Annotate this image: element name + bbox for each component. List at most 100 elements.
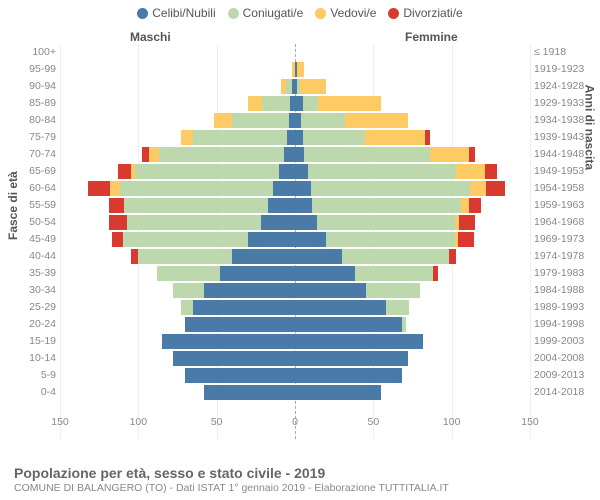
legend-label: Celibi/Nubili — [152, 6, 215, 20]
bar-segment-c — [127, 215, 260, 230]
year-label: 1944-1948 — [534, 148, 592, 160]
bar-segment-w — [345, 113, 408, 128]
bar-female — [295, 215, 475, 230]
bar-segment-c — [135, 164, 279, 179]
year-label: 1934-1938 — [534, 114, 592, 126]
bar-segment-w — [300, 79, 327, 94]
age-label: 45-49 — [12, 233, 56, 245]
legend-swatch — [228, 8, 239, 19]
bar-male — [131, 249, 295, 264]
bar-female — [295, 334, 423, 349]
pyramid-row: 60-641954-1958 — [60, 180, 530, 197]
legend-label: Divorziati/e — [403, 6, 462, 20]
bar-segment-s — [295, 232, 326, 247]
bar-male — [88, 181, 295, 196]
x-tick-label: 50 — [211, 416, 223, 428]
pyramid-row: 65-691949-1953 — [60, 163, 530, 180]
bar-segment-d — [109, 198, 125, 213]
bar-female — [295, 62, 304, 77]
bar-female — [295, 368, 402, 383]
bar-segment-s — [204, 385, 295, 400]
bar-segment-s — [295, 351, 408, 366]
legend: Celibi/NubiliConiugati/eVedovi/eDivorzia… — [0, 0, 600, 22]
bar-segment-s — [248, 232, 295, 247]
bar-segment-s — [284, 147, 295, 162]
pyramid-row: 45-491969-1973 — [60, 231, 530, 248]
bar-segment-w — [365, 130, 425, 145]
bar-male — [118, 164, 295, 179]
x-tick-label: 50 — [367, 416, 379, 428]
bar-male — [181, 300, 295, 315]
bar-female — [295, 130, 430, 145]
bar-segment-w — [149, 147, 158, 162]
pyramid-row: 10-142004-2008 — [60, 350, 530, 367]
bar-segment-c — [181, 300, 194, 315]
age-label: 70-74 — [12, 148, 56, 160]
year-label: ≤ 1918 — [534, 46, 592, 58]
bar-segment-c — [386, 300, 410, 315]
legend-item: Divorziati/e — [388, 6, 462, 20]
year-label: 1989-1993 — [534, 301, 592, 313]
age-label: 0-4 — [12, 386, 56, 398]
pyramid-row: 15-191999-2003 — [60, 333, 530, 350]
bar-segment-c — [232, 113, 288, 128]
x-tick-label: 100 — [130, 416, 148, 428]
year-label: 1994-1998 — [534, 318, 592, 330]
bar-male — [214, 113, 295, 128]
bar-male — [185, 368, 295, 383]
pyramid-row: 100+≤ 1918 — [60, 44, 530, 61]
bar-segment-w — [318, 96, 381, 111]
year-label: 1984-1988 — [534, 284, 592, 296]
year-label: 1954-1958 — [534, 182, 592, 194]
bar-segment-c — [326, 232, 454, 247]
bar-segment-d — [469, 147, 475, 162]
bar-female — [295, 317, 406, 332]
age-label: 75-79 — [12, 131, 56, 143]
age-label: 35-39 — [12, 267, 56, 279]
bar-segment-s — [220, 266, 295, 281]
age-label: 10-14 — [12, 352, 56, 364]
footer: Popolazione per età, sesso e stato civil… — [14, 465, 590, 494]
bar-segment-w — [461, 198, 469, 213]
bar-female — [295, 164, 497, 179]
bar-male — [173, 351, 295, 366]
bar-segment-w — [297, 62, 305, 77]
age-label: 50-54 — [12, 216, 56, 228]
bar-segment-w — [430, 147, 469, 162]
bar-segment-s — [204, 283, 295, 298]
bar-segment-c — [366, 283, 421, 298]
bar-segment-d — [88, 181, 110, 196]
bar-segment-w — [181, 130, 194, 145]
bar-female — [295, 198, 481, 213]
bar-female — [295, 147, 475, 162]
pyramid-row: 25-291989-1993 — [60, 299, 530, 316]
x-tick-label: 150 — [51, 416, 69, 428]
bar-segment-s — [173, 351, 295, 366]
bar-segment-d — [118, 164, 131, 179]
bar-male — [185, 317, 295, 332]
year-label: 1959-1963 — [534, 199, 592, 211]
age-label: 100+ — [12, 46, 56, 58]
age-label: 95-99 — [12, 63, 56, 75]
bar-segment-w — [456, 164, 484, 179]
bar-segment-s — [279, 164, 295, 179]
bar-segment-d — [458, 232, 474, 247]
pyramid-row: 0-42014-2018 — [60, 384, 530, 401]
year-label: 2009-2013 — [534, 369, 592, 381]
bar-segment-s — [295, 215, 317, 230]
pyramid-row: 30-341984-1988 — [60, 282, 530, 299]
legend-swatch — [315, 8, 326, 19]
bar-segment-s — [295, 283, 366, 298]
bar-male — [109, 198, 295, 213]
year-label: 1964-1968 — [534, 216, 592, 228]
bar-segment-d — [469, 198, 482, 213]
bar-segment-c — [312, 198, 461, 213]
bar-segment-c — [304, 147, 429, 162]
chart-subtitle: COMUNE DI BALANGERO (TO) - Dati ISTAT 1°… — [14, 482, 590, 494]
bar-segment-s — [295, 334, 423, 349]
legend-swatch — [388, 8, 399, 19]
pyramid-row: 55-591959-1963 — [60, 197, 530, 214]
bar-segment-c — [303, 96, 319, 111]
bar-segment-c — [308, 164, 457, 179]
bar-segment-w — [110, 181, 119, 196]
